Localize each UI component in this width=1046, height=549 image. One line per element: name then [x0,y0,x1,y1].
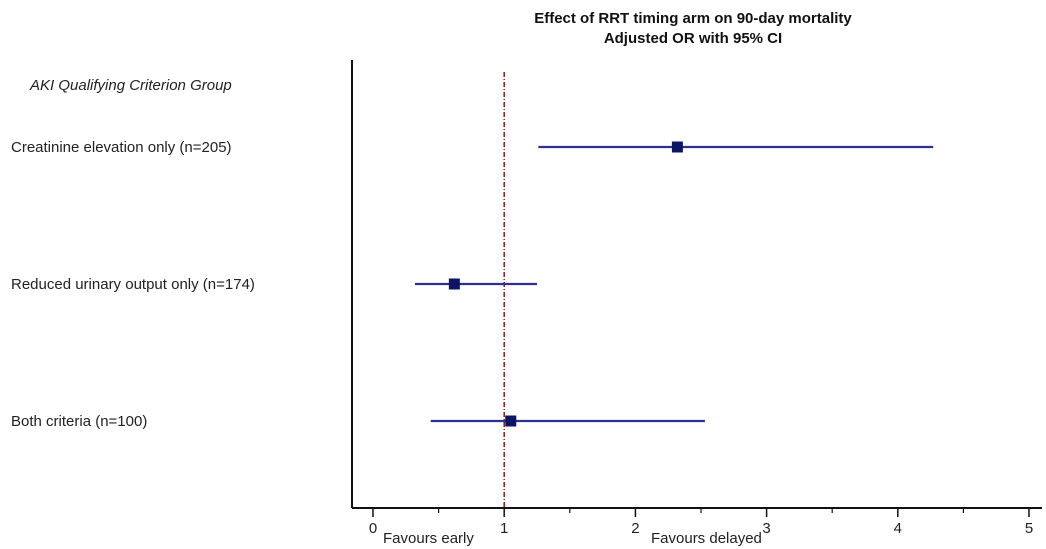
row-label: Both criteria (n=100) [11,413,147,430]
x-tick-label: 5 [1025,520,1033,537]
x-tick-label: 1 [500,520,508,537]
point-estimate-marker [505,415,517,427]
point-estimate-marker [448,278,460,290]
point-estimate-marker [671,141,683,153]
chart-title-line2: Adjusted OR with 95% CI [604,30,782,47]
row-label: Reduced urinary output only (n=174) [11,276,255,293]
x-tick-label: 3 [762,520,770,537]
group-header: AKI Qualifying Criterion Group [29,77,232,94]
x-tick-label: 4 [894,520,902,537]
row-label: Creatinine elevation only (n=205) [11,139,232,156]
chart-title-line1: Effect of RRT timing arm on 90-day morta… [534,10,852,27]
x-tick-label: 2 [631,520,639,537]
annotation-favours-delayed: Favours delayed [651,530,762,547]
annotation-favours-early: Favours early [383,530,474,547]
x-tick-label: 0 [369,520,377,537]
